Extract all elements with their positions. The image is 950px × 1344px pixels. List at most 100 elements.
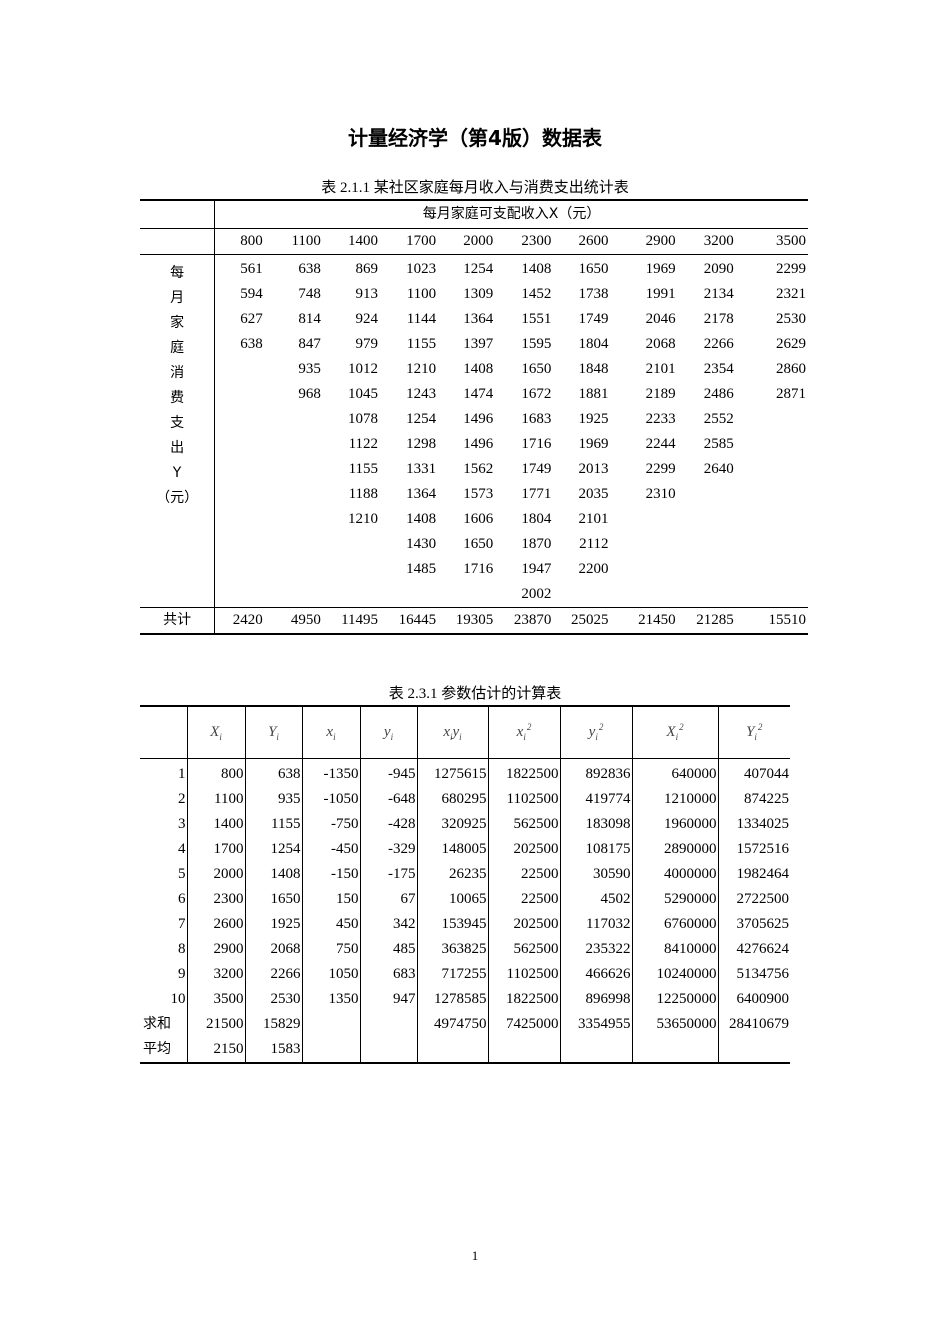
cell-value: 1822500 bbox=[487, 987, 560, 1012]
consumption-value: 2233 bbox=[645, 411, 676, 427]
cell-value: 1334025 bbox=[717, 812, 790, 837]
header-symbol: X bbox=[666, 724, 676, 740]
cell-value: 562500 bbox=[487, 937, 560, 962]
consumption-value bbox=[386, 582, 444, 608]
cell-value: 2890000 bbox=[631, 837, 718, 862]
consumption-label-char: 家 bbox=[170, 315, 185, 331]
income-value: 800 bbox=[214, 228, 271, 255]
consumption-value bbox=[742, 482, 808, 507]
consumption-value: 1650 bbox=[463, 536, 494, 552]
cell-value: 53650000 bbox=[631, 1012, 718, 1037]
consumption-label-char: 每 bbox=[170, 265, 185, 281]
consumption-value: 979 bbox=[355, 336, 379, 352]
consumption-value bbox=[271, 482, 329, 507]
consumption-value bbox=[215, 507, 271, 532]
column-header: Yi2 bbox=[717, 706, 790, 759]
header-superscript: 2 bbox=[598, 722, 604, 732]
consumption-value: 935 bbox=[298, 361, 321, 377]
consumption-value: 1595 bbox=[521, 336, 552, 352]
cell-value: 1700 bbox=[186, 837, 245, 862]
cell-value: -450 bbox=[301, 837, 360, 862]
income-value: 1700 bbox=[386, 228, 445, 255]
cell-value: 342 bbox=[359, 912, 417, 937]
consumption-value: 1749 bbox=[578, 311, 609, 327]
consumption-label-char: 费 bbox=[170, 390, 185, 406]
cell-value: 320925 bbox=[416, 812, 488, 837]
column-header: Xi bbox=[186, 706, 245, 759]
income-header: 每月家庭可支配收入X（元） bbox=[214, 200, 808, 229]
cell-value: 407044 bbox=[717, 758, 790, 787]
cell-value: 1650 bbox=[244, 887, 302, 912]
table-row: 9 3200 2266 1050 683 717255 1102500 466626 10240… bbox=[140, 962, 790, 987]
total-value: 16445 bbox=[386, 607, 445, 634]
table-row: 7 2600 1925 450 342 153945 202500 117032 6760000… bbox=[140, 912, 790, 937]
cell-value: 1583 bbox=[244, 1037, 302, 1063]
header-subscript: i bbox=[459, 732, 462, 742]
row-label: 3 bbox=[178, 816, 186, 832]
cell-value: 235322 bbox=[559, 937, 632, 962]
cell-value: 3200 bbox=[186, 962, 245, 987]
consumption-value bbox=[617, 582, 684, 608]
header-superscript: 2 bbox=[526, 722, 532, 732]
cell-value bbox=[487, 1037, 560, 1063]
consumption-value bbox=[742, 432, 808, 457]
consumption-value: 2189 bbox=[645, 386, 676, 402]
cell-value: 22500 bbox=[487, 887, 560, 912]
consumption-value: 1254 bbox=[406, 411, 437, 427]
cell-value: 2068 bbox=[244, 937, 302, 962]
consumption-value: 1969 bbox=[645, 261, 676, 277]
row-label: 7 bbox=[178, 916, 186, 932]
header-symbol: x bbox=[326, 724, 334, 740]
consumption-value: 1496 bbox=[463, 411, 494, 427]
cell-value: 4000000 bbox=[631, 862, 718, 887]
cell-value: 10240000 bbox=[631, 962, 718, 987]
income-value: 3500 bbox=[741, 228, 808, 255]
consumption-value bbox=[684, 507, 742, 532]
cell-value: 2300 bbox=[186, 887, 245, 912]
cell-value bbox=[631, 1037, 718, 1063]
consumption-value: 1716 bbox=[521, 436, 552, 452]
header-subscript: i bbox=[333, 732, 336, 742]
income-value: 2600 bbox=[559, 228, 617, 255]
cell-value: 1572516 bbox=[717, 837, 790, 862]
consumption-value bbox=[684, 557, 742, 582]
consumption-value: 847 bbox=[298, 336, 321, 352]
consumption-value: 1650 bbox=[578, 261, 609, 277]
consumption-value bbox=[215, 557, 271, 582]
income-value: 2900 bbox=[616, 228, 684, 255]
cell-value: 5290000 bbox=[631, 887, 718, 912]
cell-value: 21500 bbox=[186, 1012, 245, 1037]
table-row: 4 1700 1254 -450 -329 148005 202500 108175 28900… bbox=[140, 837, 790, 862]
consumption-value: 1100 bbox=[406, 286, 437, 302]
cell-value: 28410679 bbox=[717, 1012, 790, 1037]
consumption-value: 1012 bbox=[348, 361, 379, 377]
consumption-value: 2310 bbox=[645, 486, 676, 502]
header-symbol: y bbox=[452, 724, 460, 740]
cell-value: 640000 bbox=[631, 758, 718, 787]
row-label: 8 bbox=[178, 941, 186, 957]
column-header: yi2 bbox=[559, 706, 632, 759]
consumption-value: 2244 bbox=[645, 436, 676, 452]
consumption-value: 1452 bbox=[521, 286, 552, 302]
consumption-value: 1804 bbox=[578, 336, 609, 352]
consumption-value: 1210 bbox=[406, 361, 437, 377]
consumption-value: 748 bbox=[298, 286, 321, 302]
consumption-value bbox=[742, 557, 808, 582]
income-value: 1100 bbox=[270, 228, 329, 255]
column-header: xi2 bbox=[487, 706, 560, 759]
cell-value: 5134756 bbox=[717, 962, 790, 987]
cell-value: 1100 bbox=[186, 787, 245, 812]
consumption-value bbox=[271, 507, 329, 532]
cell-value: -1050 bbox=[301, 787, 360, 812]
consumption-value: 2552 bbox=[703, 411, 734, 427]
cell-value: 30590 bbox=[559, 862, 632, 887]
cell-value: 7425000 bbox=[487, 1012, 560, 1037]
table-row: 10 3500 2530 1350 947 1278585 1822500 896998 122… bbox=[140, 987, 790, 1012]
header-symbol: Y bbox=[746, 724, 755, 740]
parameter-estimation-table: Xi Yi xi yi xiyi xi2 yi2 Xi2 Yi2 1 800 638 -1350 -945… bbox=[140, 705, 790, 1064]
consumption-value: 1298 bbox=[406, 436, 437, 452]
column-header: Yi bbox=[244, 706, 302, 759]
consumption-value bbox=[215, 382, 271, 407]
consumption-value: 2068 bbox=[645, 336, 676, 352]
consumption-value: 1243 bbox=[406, 386, 437, 402]
